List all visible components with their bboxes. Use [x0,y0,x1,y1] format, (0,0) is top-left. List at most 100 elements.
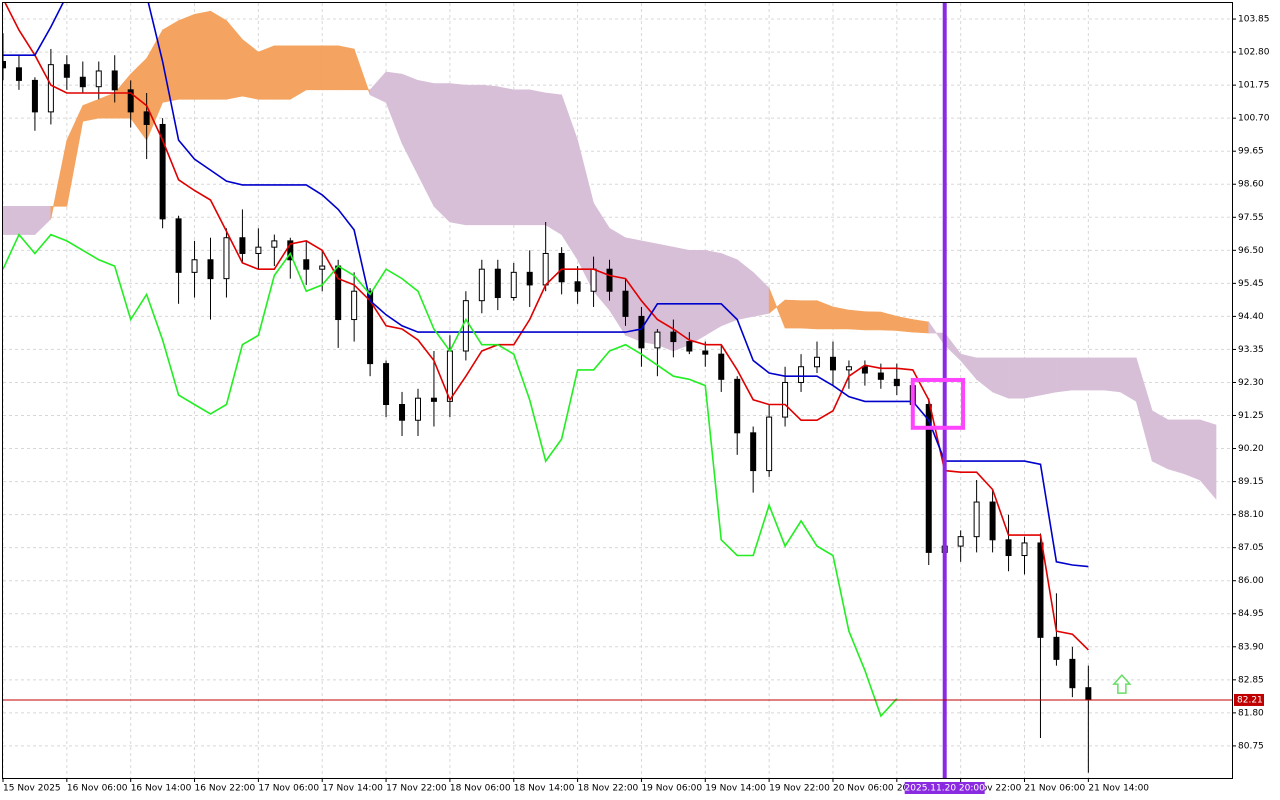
candle-body [638,315,645,349]
candle-body [127,89,134,113]
candle-body [111,70,118,91]
y-tick-label: 87.05 [1238,543,1264,553]
candle-body [590,268,597,292]
candle-body [143,111,150,125]
x-tick-label: 15 Nov 2025 [3,784,61,794]
candle-body [207,259,214,280]
ichimoku-cloud [18,205,36,235]
candle-body [1021,542,1028,557]
candle-body [47,64,54,113]
highlight-box [910,377,966,430]
y-tick-label: 82.85 [1238,675,1264,685]
candle-body [223,237,230,280]
candle-body [766,416,773,472]
candle-body [3,61,6,69]
candle-body [191,259,198,273]
ichimoku-cloud [704,249,722,336]
candle-body [670,331,677,343]
price-label: 82.21 [1237,695,1263,705]
candle-body [494,268,501,299]
candle-body [526,271,533,286]
ichimoku-cloud [274,45,291,100]
ichimoku-cloud [1024,357,1041,399]
ichimoku-cloud [449,83,467,226]
candle-body [63,64,70,78]
x-tick-label: 20 Nov 06:00 [833,784,894,794]
ichimoku-cloud [497,86,515,226]
x-tick-label: 16 Nov 14:00 [131,784,192,794]
ichimoku-cloud [545,92,562,236]
candle-body [861,366,868,374]
candle-body [1069,658,1076,689]
candle-body [399,404,406,421]
candle-body [782,381,789,418]
ichimoku-cloud [1183,419,1201,481]
ichimoku-cloud [1008,357,1025,399]
candle-body [750,432,757,472]
x-tick-label: 18 Nov 22:00 [578,784,639,794]
ichimoku-cloud [1072,357,1089,391]
candle-body [175,218,182,273]
indicator-line [3,233,898,718]
candle-body [814,356,821,368]
ichimoku-cloud [1199,419,1217,500]
x-tick-label: 18 Nov 14:00 [514,784,575,794]
y-tick-label: 94.40 [1238,312,1264,322]
ichimoku-cloud [832,306,850,330]
x-tick-label: 19 Nov 22:00 [769,784,830,794]
candle-body [1005,539,1012,557]
candle-body [702,350,709,355]
y-tick-label: 93.35 [1238,345,1264,355]
candle-body [1053,636,1060,660]
x-tick-label: 20 Nov 22:00 [961,784,1022,794]
y-tick-label: 97.55 [1238,213,1264,223]
y-tick-label: 81.80 [1238,708,1264,718]
candle-body [798,366,805,383]
ichimoku-cloud [433,83,451,223]
candle-body [79,76,86,88]
y-tick-label: 99.65 [1238,147,1264,157]
signal-arrow [1112,673,1132,694]
indicator-line [4,3,1089,651]
y-tick-label: 86.00 [1238,576,1264,586]
candle-body [367,290,374,365]
candle-body [686,341,693,352]
y-tick-label: 90.20 [1238,444,1264,454]
candle-body [239,237,246,254]
candle-body [734,378,741,434]
price-label-bg [1234,693,1264,706]
ichimoku-cloud [258,45,275,100]
ichimoku-cloud [992,357,1009,399]
y-tick-label: 83.90 [1238,642,1264,652]
ichimoku-cloud [1167,419,1185,475]
ichimoku-cloud [720,253,738,327]
ichimoku-cloud [1040,357,1057,396]
ichimoku-cloud [513,89,531,226]
candle-body [383,363,390,406]
candle-body [542,252,549,286]
ichimoku-cloud [864,311,882,331]
ichimoku-cloud [305,45,323,91]
ichimoku-cloud [210,10,227,100]
candle-body [255,246,262,254]
candle-body [319,265,326,270]
candle-body [654,331,661,349]
candle-body [845,366,852,371]
ichimoku-cloud [3,205,20,235]
x-tick-label: 16 Nov 22:00 [195,784,256,794]
candle-body [718,353,725,380]
ichimoku-cloud [337,45,355,91]
ichimoku-cloud [848,309,866,331]
candle-body [303,259,310,270]
y-tick-label: 91.25 [1238,411,1264,421]
ichimoku-cloud [465,84,483,226]
ichimoku-cloud [800,300,818,330]
x-tick-label: 18 Nov 06:00 [450,784,511,794]
candle-body [877,372,884,380]
candle-body [829,356,836,371]
candle-body [31,79,38,113]
y-tick-label: 92.30 [1238,378,1264,388]
x-tick-label: 19 Nov 14:00 [705,784,766,794]
ichimoku-cloud [689,250,706,346]
ichimoku-cloud [481,84,499,226]
